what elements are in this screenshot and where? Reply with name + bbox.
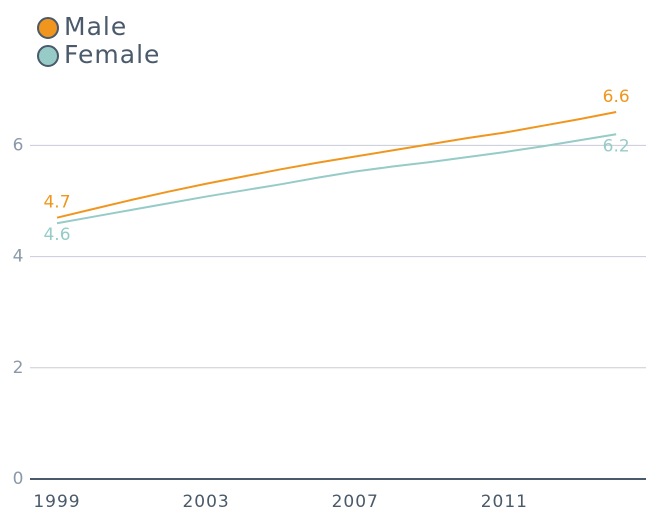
data-label: 4.6 [43,225,70,245]
data-label: 4.7 [43,193,70,213]
x-tick-label: 2007 [332,492,379,512]
y-tick-label: 4 [13,247,24,267]
y-tick-label: 6 [13,135,24,155]
line [56,111,617,219]
y-tick-label: 2 [13,358,24,378]
legend-label: Female [64,40,160,69]
legend-label: Male [64,12,127,41]
line [56,133,617,225]
x-tick-label: 2003 [182,492,229,512]
x-tick-label: 2011 [481,492,528,512]
data-label: 6.2 [603,136,630,156]
legend-marker [37,45,59,67]
x-tick-label: 1999 [33,492,80,512]
legend-marker [37,17,59,39]
data-label: 6.6 [603,87,630,107]
y-tick-label: 0 [13,469,24,489]
